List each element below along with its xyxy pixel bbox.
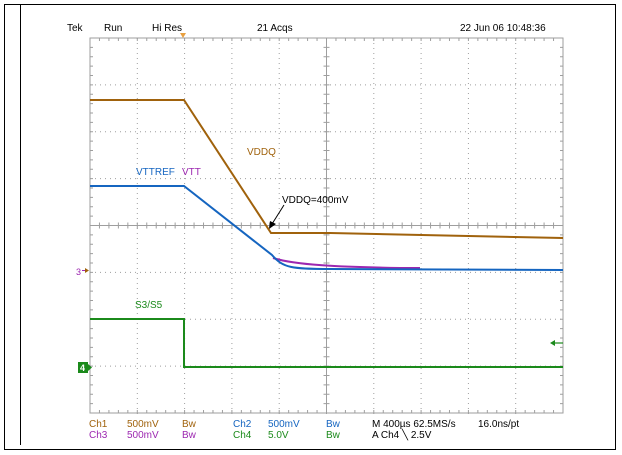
ch4-scale: 5.0V xyxy=(268,430,289,441)
vtt-trace xyxy=(272,257,420,269)
ch4-level-arrow xyxy=(550,340,563,346)
ch2-label: Ch2 xyxy=(233,419,252,430)
ch3-ground-marker: 3 xyxy=(76,267,89,277)
ch3-marker-label: 3 xyxy=(76,267,81,277)
vttref-trace xyxy=(90,185,564,271)
trigger-setting: A Ch4 ╲ 2.5V xyxy=(372,430,432,441)
vddq-label: VDDQ xyxy=(247,147,276,158)
ch4-bw: Bw xyxy=(326,430,340,441)
annotation-arrow xyxy=(269,204,285,229)
ch4-ground-marker: 4 xyxy=(78,362,92,373)
trigger-position-marker xyxy=(180,33,186,38)
ch1-scale: 500mV xyxy=(127,419,159,430)
timebase: M 400µs 62.5MS/s xyxy=(372,419,456,430)
brand-label: Tek xyxy=(67,23,83,34)
ch3-label: Ch3 xyxy=(89,430,108,441)
datetime: 22 Jun 06 10:48:36 xyxy=(460,23,546,34)
left-margin-rule xyxy=(20,5,21,445)
s3s5-label: S3/S5 xyxy=(135,300,163,311)
vtt-label: VTT xyxy=(182,167,201,178)
vddq-trace xyxy=(90,99,564,239)
ch2-scale: 500mV xyxy=(268,419,300,430)
ch2-bw: Bw xyxy=(326,419,340,430)
ch4-label: Ch4 xyxy=(233,430,252,441)
acquisition-mode: Hi Res xyxy=(152,23,183,34)
screenshot-frame xyxy=(4,4,616,450)
vttref-label: VTTREF xyxy=(136,167,175,178)
run-status: Run xyxy=(104,23,123,34)
ch3-bw: Bw xyxy=(182,430,196,441)
s3s5-trace xyxy=(90,318,563,368)
vddq-annotation: VDDQ=400mV xyxy=(282,195,349,206)
ch4-marker-label: 4 xyxy=(80,363,85,373)
resolution: 16.0ns/pt xyxy=(478,419,520,430)
graticule xyxy=(89,37,564,414)
ch1-bw: Bw xyxy=(182,419,196,430)
ch3-scale: 500mV xyxy=(127,430,159,441)
ch1-label: Ch1 xyxy=(89,419,108,430)
acquisition-count: 21 Acqs xyxy=(257,23,293,34)
